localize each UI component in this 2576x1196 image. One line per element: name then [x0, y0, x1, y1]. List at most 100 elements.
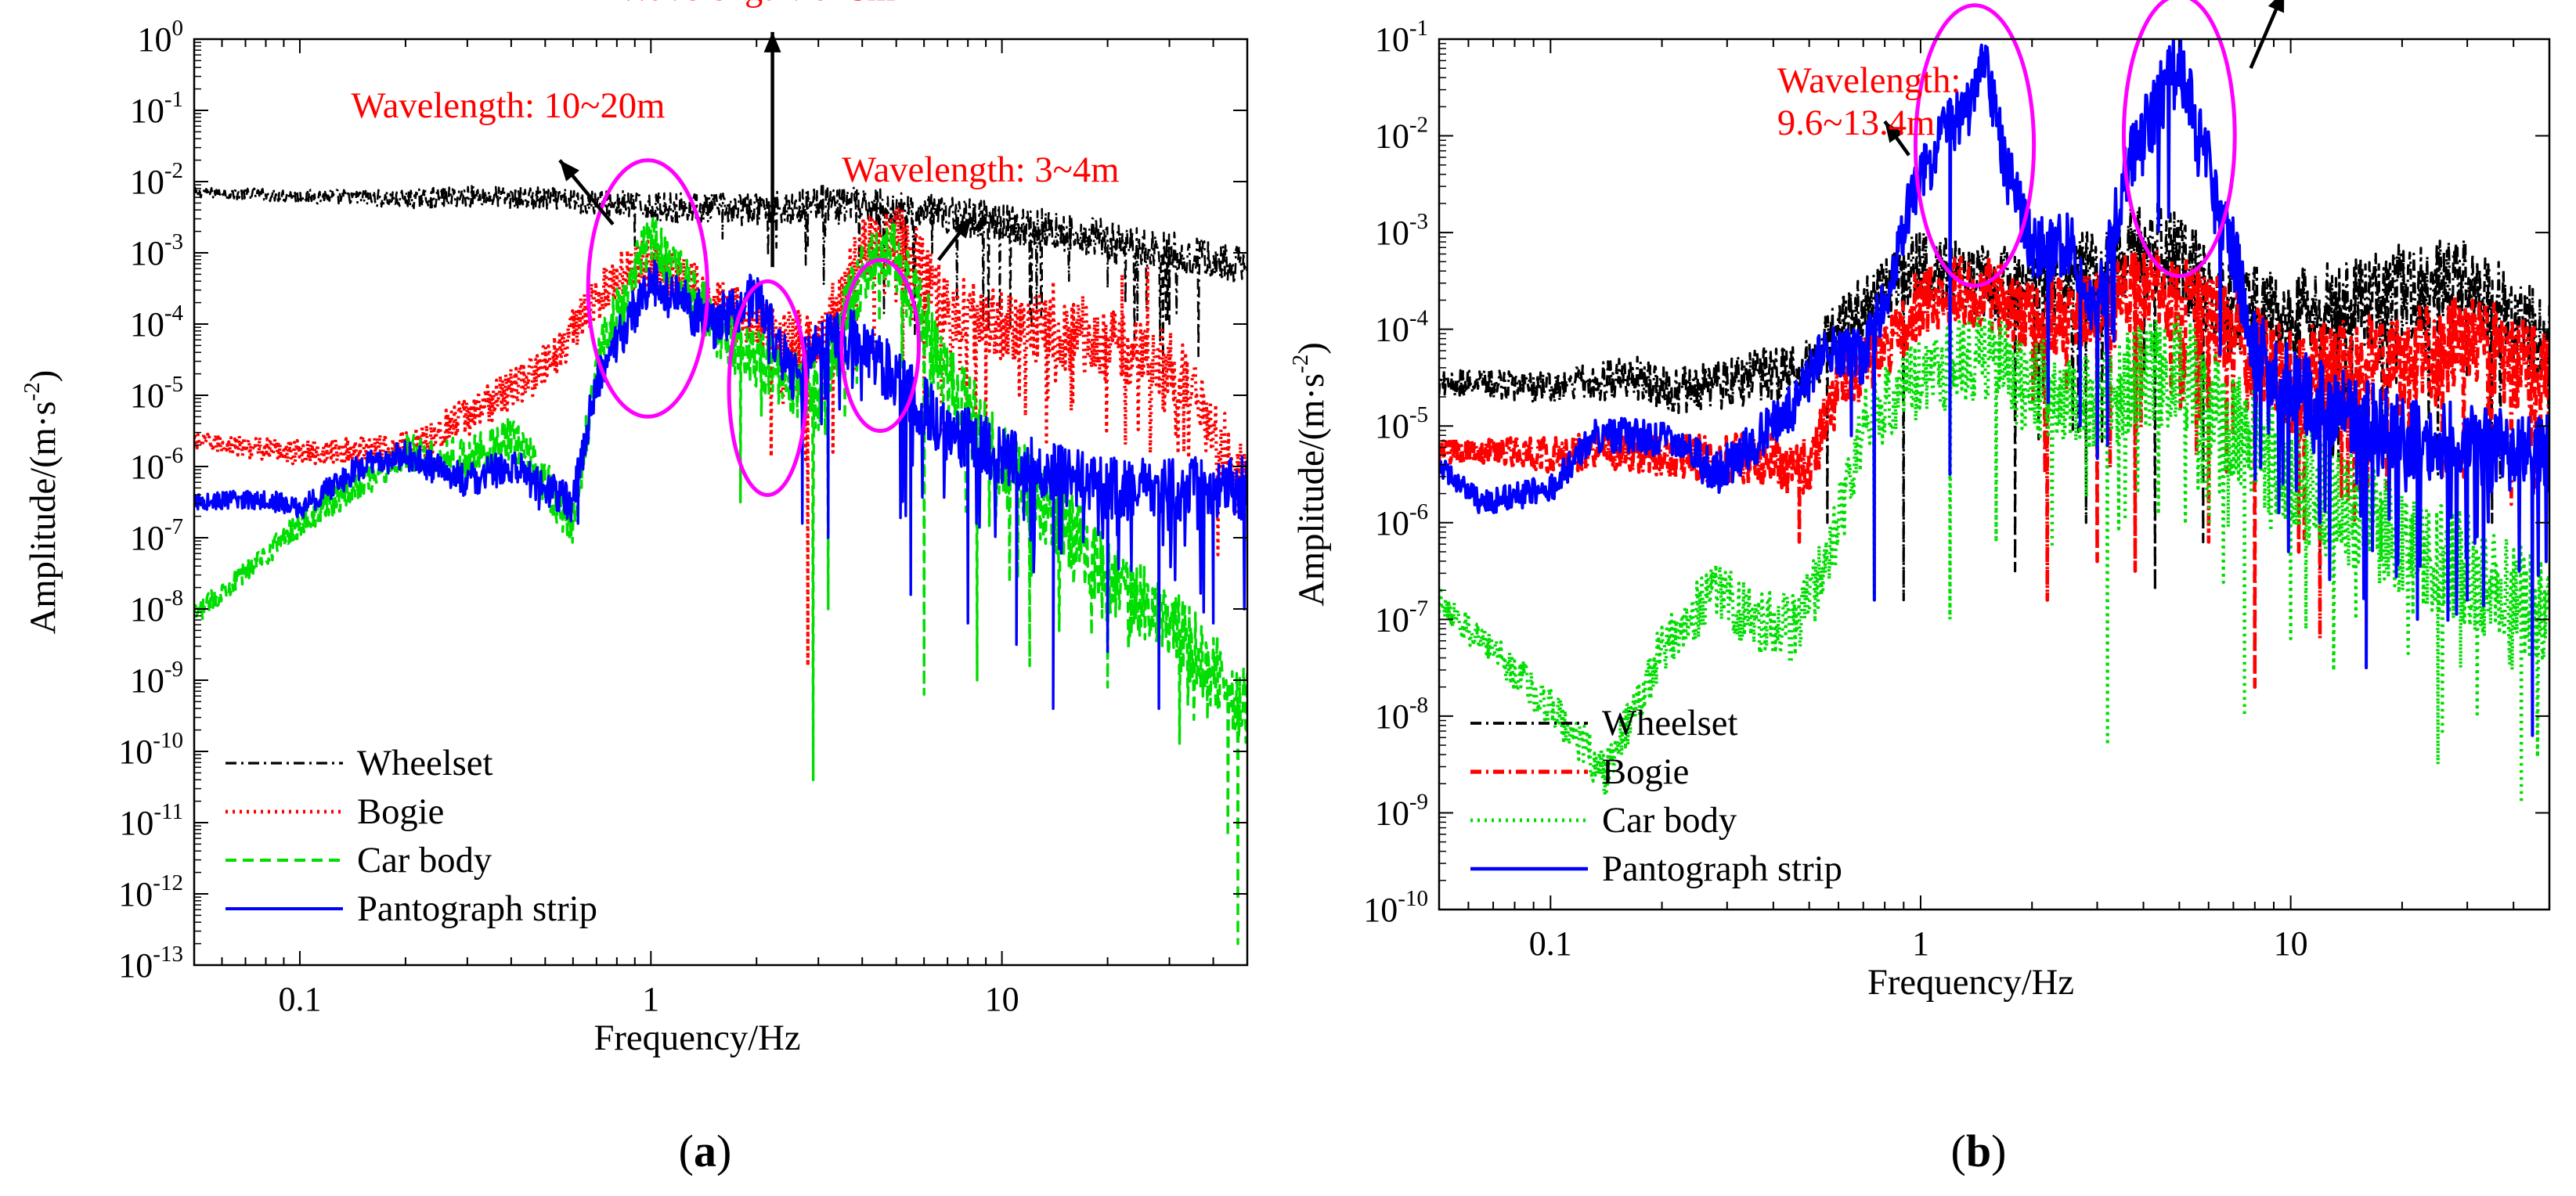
series-line-wheelset: [194, 185, 1247, 374]
y-tick-exponent: -2: [1409, 113, 1428, 138]
highlight-ellipse: [727, 279, 809, 497]
y-tick-base: 10: [130, 163, 164, 201]
y-tick-exponent: -6: [164, 443, 183, 468]
y-axis-label-end: ): [23, 370, 63, 383]
annotation-label: Wavelength: 6~8m: [618, 0, 895, 9]
y-tick-exponent: -12: [153, 870, 183, 895]
y-tick-exponent: -10: [1398, 886, 1428, 911]
panel-caption: (a): [679, 1126, 732, 1176]
legend-label: Car body: [357, 840, 492, 881]
y-tick-base: 10: [1375, 311, 1409, 349]
series-line-pantograph-strip: [1439, 39, 2549, 737]
y-axis-label-text: Amplitude/(m·s: [23, 401, 63, 634]
y-tick-label: 10-9: [130, 657, 183, 700]
y-tick-label: 10-7: [130, 514, 183, 557]
series-group: [194, 185, 1247, 946]
y-tick-base: 10: [118, 946, 153, 985]
series-line-car-body: [1439, 313, 2549, 805]
annotation-arrow-head: [1885, 121, 1904, 143]
series-group: [1439, 39, 2549, 805]
y-tick-label: 10-2: [1375, 113, 1428, 156]
y-tick-exponent: -5: [1409, 402, 1428, 427]
x-axis-label: Frequency/Hz: [1867, 962, 2074, 1003]
x-tick-label: 1: [1912, 924, 1929, 963]
legend-label: Pantograph strip: [1602, 848, 1842, 889]
y-tick-exponent: -4: [164, 301, 184, 326]
y-tick-label: 10-2: [130, 158, 183, 201]
legend-label: Bogie: [357, 791, 444, 832]
y-tick-label: 10-8: [130, 585, 183, 629]
annotation-arrow-head: [952, 217, 972, 239]
legend-label: Wheelset: [1602, 703, 1738, 744]
highlight-ellipse: [586, 158, 710, 419]
y-tick-label: 10-4: [1375, 306, 1429, 349]
x-tick-label: 1: [642, 980, 659, 1018]
y-tick-base: 10: [130, 305, 164, 344]
panel-caption-letter: a: [694, 1126, 716, 1176]
y-tick-exponent: -5: [164, 372, 183, 397]
panel-caption-letter: b: [1966, 1126, 1991, 1176]
y-axis-label: Amplitude/(m·s-2): [1288, 342, 1332, 607]
x-tick-label: 0.1: [278, 980, 321, 1018]
y-tick-exponent: -13: [153, 942, 183, 967]
y-tick-exponent: -3: [164, 229, 183, 254]
panel-caption-close: ): [716, 1126, 731, 1176]
plot-frame: [1438, 38, 2551, 911]
y-tick-base: 10: [1375, 117, 1409, 156]
y-tick-base: 10: [130, 92, 164, 130]
panel-caption: (b): [1951, 1126, 2007, 1176]
y-tick-exponent: -9: [164, 657, 183, 682]
annotation-label: Wavelength: 3~4m: [842, 150, 1119, 190]
y-tick-label: 10-4: [130, 301, 184, 344]
y-tick-base: 10: [1375, 697, 1409, 736]
y-tick-label: 100: [137, 16, 183, 59]
x-axis-label: Frequency/Hz: [593, 1018, 800, 1058]
y-tick-base: 10: [118, 733, 153, 771]
y-tick-label: 10-8: [1375, 693, 1428, 736]
highlight-ellipse: [839, 258, 921, 433]
y-tick-exponent: -10: [153, 728, 183, 753]
y-axis-label-end: ): [1291, 342, 1332, 355]
annotation-label: Wavelength: 10~20m: [351, 85, 665, 126]
y-tick-label: 10-1: [130, 87, 183, 130]
y-tick-base: 10: [1363, 891, 1398, 929]
panel-caption-open: (: [1951, 1126, 1966, 1176]
y-tick-base: 10: [130, 376, 164, 415]
panel-caption-open: (: [679, 1126, 694, 1176]
y-tick-exponent: -4: [1409, 306, 1429, 331]
y-tick-label: 10-3: [1375, 209, 1428, 252]
y-tick-base: 10: [130, 519, 164, 557]
highlight-ellipse: [1913, 3, 2037, 288]
y-tick-label: 10-13: [118, 942, 183, 985]
y-tick-base: 10: [130, 448, 164, 486]
y-axis-label: Amplitude/(m·s-2): [20, 370, 63, 635]
y-tick-label: 10-5: [1375, 402, 1428, 445]
annotation-label: Wavelength:: [1777, 60, 1961, 101]
legend-label: Bogie: [1602, 751, 1689, 792]
y-tick-base: 10: [1375, 20, 1409, 59]
annotation-label-line2: 9.6~13.4m: [1777, 103, 1935, 143]
legend-label: Car body: [1602, 800, 1737, 841]
y-tick-exponent: -8: [164, 585, 183, 611]
y-tick-exponent: -6: [1409, 499, 1428, 524]
y-tick-base: 10: [119, 804, 153, 842]
y-tick-base: 10: [130, 661, 164, 700]
y-axis-label-text: Amplitude/(m·s: [1291, 373, 1332, 607]
x-tick-label: 10: [2274, 924, 2308, 963]
y-tick-label: 10-12: [118, 870, 183, 913]
y-tick-base: 10: [1375, 794, 1409, 832]
y-tick-label: 10-6: [1375, 499, 1428, 542]
y-tick-base: 10: [1375, 600, 1409, 639]
y-tick-exponent: -7: [1409, 596, 1428, 621]
y-tick-exponent: -9: [1409, 789, 1428, 814]
y-tick-exponent: -8: [1409, 693, 1428, 718]
y-tick-label: 10-1: [1375, 16, 1428, 59]
y-tick-exponent: -7: [164, 514, 183, 539]
y-tick-base: 10: [1375, 504, 1409, 542]
legend-label: Pantograph strip: [357, 888, 597, 929]
y-tick-label: 10-10: [1363, 886, 1428, 929]
legend-label: Wheelset: [357, 743, 493, 784]
plot-frame: [193, 38, 1249, 967]
